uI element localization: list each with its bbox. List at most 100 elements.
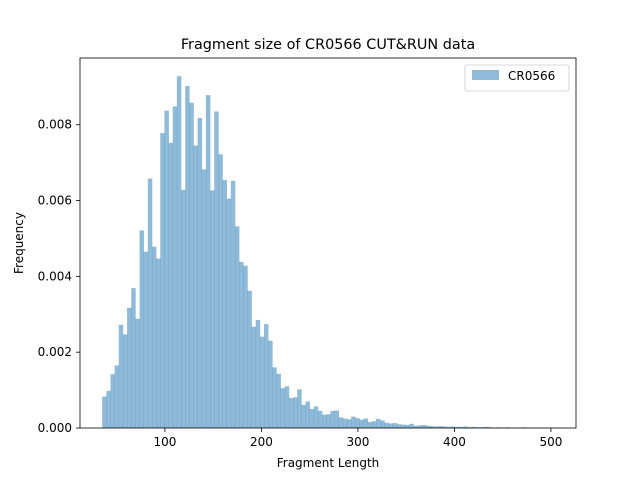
histogram-bar <box>226 198 232 428</box>
histogram-bar <box>413 425 418 428</box>
histogram-bar <box>172 106 178 429</box>
histogram-bar <box>388 423 393 428</box>
histogram-bar <box>351 416 356 428</box>
histogram-bar <box>434 426 439 428</box>
histogram-bar <box>259 336 265 428</box>
histogram-bar <box>334 410 340 428</box>
histogram-bar <box>288 398 294 428</box>
y-tick-label: 0.004 <box>38 269 72 283</box>
histogram-bar <box>409 423 414 428</box>
histogram-bar <box>430 426 435 428</box>
chart-title: Fragment size of CR0566 CUT&RUN data <box>181 37 475 53</box>
histogram-bar <box>338 417 344 428</box>
histogram-bar <box>376 418 381 428</box>
y-axis-ticks: 0.000 0.002 0.004 0.006 0.008 <box>38 118 80 435</box>
histogram-bar <box>151 246 157 428</box>
histogram-bar <box>181 189 186 428</box>
histogram-bar <box>359 419 364 428</box>
histogram-bar <box>313 406 319 428</box>
histogram-bar <box>280 388 286 428</box>
histogram-bar <box>446 426 452 428</box>
histogram-bar <box>197 117 203 429</box>
histogram-bar <box>405 424 410 428</box>
histogram-bar <box>189 102 194 428</box>
histogram-bar <box>392 423 398 428</box>
histogram-bar <box>367 421 373 428</box>
histogram-bar <box>483 426 489 428</box>
y-tick-label: 0.000 <box>38 421 72 435</box>
histogram-bar <box>284 386 290 428</box>
histogram-bar <box>384 422 389 428</box>
x-tick-label: 100 <box>153 435 176 449</box>
x-tick-label: 300 <box>346 435 369 449</box>
histogram-bar <box>272 367 277 428</box>
histogram-bar <box>135 318 140 428</box>
histogram-bar <box>201 169 207 428</box>
histogram-bar <box>421 424 427 428</box>
histogram-bar <box>396 424 402 428</box>
histogram-bar <box>425 425 431 428</box>
histogram-bar <box>322 414 327 428</box>
histogram-bar <box>264 324 269 428</box>
histogram-bar <box>297 389 302 428</box>
histogram-bar <box>293 397 298 428</box>
histogram-bar <box>347 419 352 428</box>
x-tick-label: 400 <box>443 435 466 449</box>
histogram-bar <box>459 426 464 428</box>
histogram-bar <box>326 414 331 428</box>
histogram-bar <box>239 261 244 428</box>
histogram-bar <box>438 426 443 428</box>
histogram-bar <box>355 418 360 428</box>
y-tick-label: 0.006 <box>38 194 72 208</box>
histogram-bar <box>139 230 144 428</box>
histogram-bar <box>164 110 169 428</box>
histogram-bar <box>102 396 107 428</box>
histogram-bar <box>305 401 310 428</box>
histogram-bar <box>330 410 335 428</box>
legend-swatch <box>472 70 499 80</box>
histogram-bar <box>118 324 124 428</box>
plot-frame <box>79 57 577 429</box>
y-tick-label: 0.008 <box>38 118 72 132</box>
histogram-bar <box>251 326 257 428</box>
histogram-bar <box>276 373 281 428</box>
histogram-bar <box>110 374 115 428</box>
histogram-bar <box>122 334 128 428</box>
histogram-bar <box>371 421 377 428</box>
histogram-bar <box>230 180 236 428</box>
histogram-bars <box>102 76 559 429</box>
histogram-bar <box>268 340 273 428</box>
x-tick-label: 500 <box>539 435 562 449</box>
histogram-bar <box>463 426 468 428</box>
legend: CR0566 <box>464 64 570 92</box>
histogram-bar <box>255 319 261 428</box>
histogram-bar <box>160 133 165 428</box>
histogram-bar <box>114 365 120 428</box>
histogram-bar <box>417 425 422 428</box>
y-axis-label: Frequency <box>12 212 26 274</box>
histogram-bar <box>143 251 149 428</box>
x-tick-label: 200 <box>250 435 273 449</box>
histogram-bar <box>106 390 111 428</box>
histogram-bar <box>454 426 460 428</box>
histogram-bar <box>342 418 348 428</box>
histogram-bar <box>400 424 406 428</box>
x-axis-label: Fragment Length <box>277 456 380 470</box>
histogram-bar <box>380 420 385 428</box>
histogram-bar <box>127 307 132 428</box>
histogram-bar <box>222 180 227 428</box>
x-axis-ticks: 100 200 300 400 500 <box>153 428 562 449</box>
histogram-bar <box>218 154 223 429</box>
histogram-bar <box>147 178 153 428</box>
histogram-bar <box>205 95 211 429</box>
histogram-bar <box>234 226 240 428</box>
histogram-bar <box>471 426 476 428</box>
histogram-bar <box>317 410 323 428</box>
y-tick-label: 0.002 <box>38 345 72 359</box>
histogram-bar <box>363 418 369 428</box>
histogram-bar <box>247 290 252 428</box>
histogram-bar <box>309 409 315 428</box>
histogram-bar <box>176 76 182 428</box>
histogram-bar <box>168 142 174 429</box>
